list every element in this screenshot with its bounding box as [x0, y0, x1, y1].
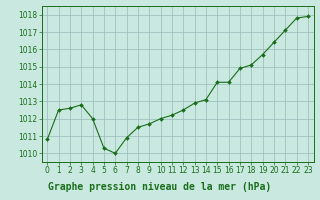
- Text: Graphe pression niveau de la mer (hPa): Graphe pression niveau de la mer (hPa): [48, 182, 272, 192]
